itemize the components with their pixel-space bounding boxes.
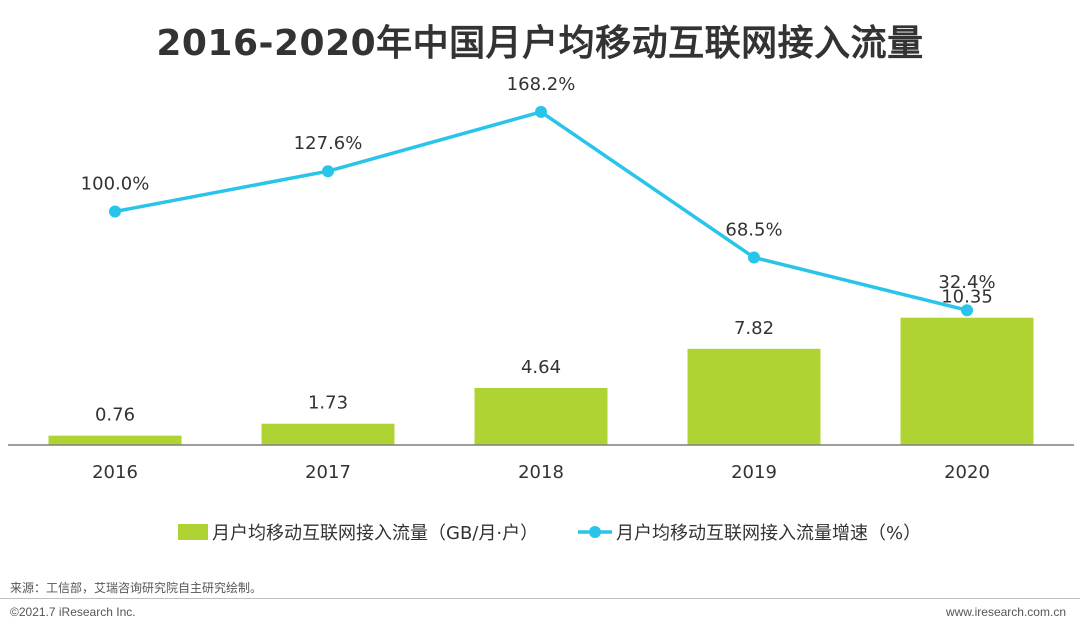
- growth-label-2018: 168.2%: [507, 74, 576, 95]
- bar-label-2018: 4.64: [521, 357, 561, 378]
- x-tick-label-2017: 2017: [305, 462, 351, 483]
- bar-2016: [48, 435, 182, 445]
- growth-point-2019: [748, 251, 760, 264]
- x-tick-label-2016: 2016: [92, 462, 138, 483]
- bar-2020: [900, 317, 1034, 445]
- growth-label-2019: 68.5%: [725, 219, 782, 240]
- growth-point-2020: [961, 304, 973, 317]
- legend-line-marker: [589, 526, 601, 538]
- bar-2018: [474, 387, 608, 445]
- chart-title: 2016-2020年中国月户均移动互联网接入流量: [156, 23, 924, 64]
- bar-2017: [261, 423, 395, 445]
- growth-label-2017: 127.6%: [294, 133, 363, 154]
- bar-2019: [687, 348, 821, 445]
- growth-point-2016: [109, 205, 121, 218]
- legend-line-label: 月户均移动互联网接入流量增速（%）: [616, 523, 921, 544]
- x-tick-label-2020: 2020: [944, 462, 990, 483]
- source-note: 来源：工信部，艾瑞咨询研究院自主研究绘制。: [10, 581, 263, 595]
- growth-line: [114, 110, 968, 312]
- growth-label-2016: 100.0%: [81, 174, 150, 195]
- x-tick-label-2019: 2019: [731, 462, 777, 483]
- growth-point-2018: [535, 105, 547, 118]
- bar-label-2019: 7.82: [734, 318, 774, 339]
- x-tick-label-2018: 2018: [518, 462, 564, 483]
- bar-label-2016: 0.76: [95, 405, 135, 426]
- legend-bar-swatch: [178, 524, 208, 540]
- bar-label-2020: 10.35: [941, 287, 993, 308]
- bar-label-2017: 1.73: [308, 393, 348, 414]
- growth-point-2017: [322, 165, 334, 178]
- footer-divider: [0, 598, 1080, 599]
- copyright-text: ©2021.7 iResearch Inc.: [10, 605, 136, 619]
- legend-bar-label: 月户均移动互联网接入流量（GB/月·户）: [212, 523, 538, 544]
- website-link[interactable]: www.iresearch.com.cn: [945, 605, 1066, 619]
- growth-label-2020: 32.4%: [938, 272, 995, 293]
